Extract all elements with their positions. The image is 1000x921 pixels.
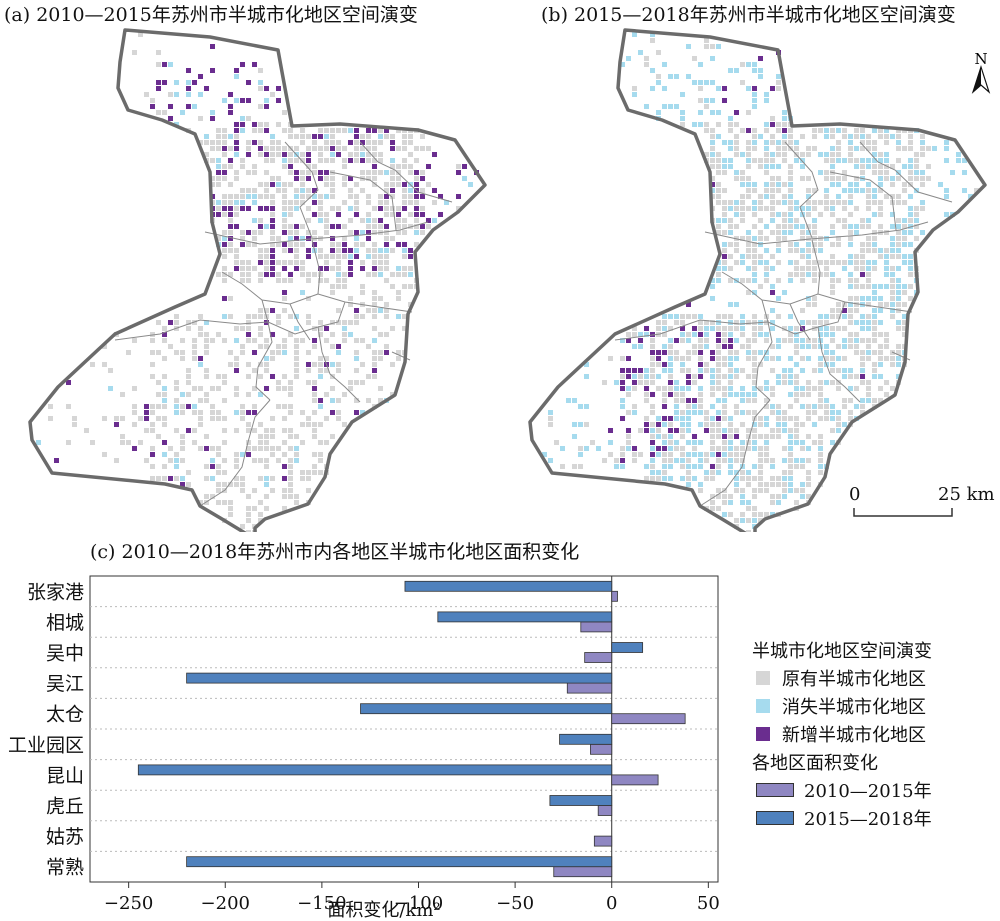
legend-period2-label: 2015—2018年 — [804, 809, 932, 830]
bar-2015-2018 — [549, 795, 613, 806]
chart-title: (c) 2010—2018年苏州市内各地区半城市化地区面积变化 — [90, 541, 580, 563]
legend-title-area: 各地区面积变化 — [752, 748, 992, 776]
category-label: 常熟 — [46, 857, 84, 879]
north-label: N — [974, 50, 987, 68]
map-b-boundaries — [528, 28, 987, 532]
category-label: 虎丘 — [46, 796, 84, 818]
legend-disappeared: 消失半城市化地区 — [752, 692, 992, 720]
legend-period2: 2015—2018年 — [752, 804, 992, 832]
bar-2015-2018 — [404, 580, 613, 592]
bar-2010-2015 — [593, 835, 613, 847]
legend-period1-label: 2010—2015年 — [804, 781, 932, 802]
category-label: 昆山 — [46, 765, 84, 787]
bar-2015-2018 — [360, 703, 613, 715]
legend-new: 新增半城市化地区 — [752, 720, 992, 748]
bar-2010-2015 — [611, 774, 659, 786]
bar-2010-2015 — [580, 621, 613, 633]
bar-2010-2015 — [597, 805, 613, 816]
x-tick-label: −150 — [297, 893, 346, 914]
category-label: 太仓 — [46, 704, 84, 726]
scale-end-label: 25 km — [938, 484, 995, 505]
scale-start-label: 0 — [849, 484, 861, 505]
scale-bar — [853, 508, 953, 517]
legend-disappeared-label: 消失半城市化地区 — [782, 697, 926, 718]
category-label: 工业园区 — [8, 734, 84, 756]
x-tick-label: −250 — [104, 893, 153, 914]
legend-original-swatch — [756, 671, 770, 685]
category-label: 张家港 — [27, 581, 84, 603]
bar-2015-2018 — [186, 672, 613, 684]
bar-2015-2018 — [437, 611, 613, 623]
x-axis-label: 面积变化/km² — [327, 900, 440, 921]
legend-title-change-text: 半城市化地区空间演变 — [752, 641, 932, 662]
legend-period1-swatch — [756, 783, 794, 797]
legend-new-label: 新增半城市化地区 — [782, 725, 926, 746]
map-a-title: (a) 2010—2015年苏州市半城市化地区空间演变 — [4, 4, 418, 26]
legend-disappeared-swatch — [756, 699, 770, 713]
legend-period2-swatch — [756, 811, 794, 825]
city-boundary — [28, 28, 487, 532]
map-2015-2018 — [528, 28, 987, 532]
north-arrow-icon: N — [971, 50, 991, 94]
x-tick-label: 0 — [606, 893, 617, 914]
map-b-cells — [542, 32, 979, 532]
bar-2010-2015 — [553, 866, 613, 878]
legend: 半城市化地区空间演变 原有半城市化地区 消失半城市化地区 新增半城市化地区 各地… — [752, 636, 992, 832]
plot-frame — [89, 575, 719, 883]
legend-original: 原有半城市化地区 — [752, 664, 992, 692]
x-tick-label: −100 — [394, 893, 443, 914]
x-tick-label: −50 — [496, 893, 534, 914]
map-2010-2015 — [28, 28, 487, 532]
legend-period1: 2010—2015年 — [752, 776, 992, 804]
map-b-title: (b) 2015—2018年苏州市半城市化地区空间演变 — [541, 4, 956, 26]
bar-2010-2015 — [584, 652, 613, 663]
bar-2015-2018 — [611, 642, 644, 653]
category-label: 吴江 — [46, 673, 84, 695]
bar-2010-2015 — [566, 682, 613, 694]
category-label: 姑苏 — [46, 826, 84, 848]
legend-original-label: 原有半城市化地区 — [782, 669, 926, 690]
map-a-boundaries — [28, 28, 487, 532]
bar-2015-2018 — [137, 764, 613, 776]
legend-title-change: 半城市化地区空间演变 — [752, 636, 992, 664]
bar-2010-2015 — [590, 743, 613, 755]
bar-2015-2018 — [559, 733, 613, 745]
bar-2015-2018 — [186, 856, 613, 868]
category-label: 吴中 — [46, 643, 84, 665]
bar-2010-2015 — [611, 713, 686, 725]
category-label: 相城 — [46, 612, 84, 634]
x-tick-label: 50 — [697, 893, 720, 914]
bar-2010-2015 — [611, 590, 618, 602]
legend-title-area-text: 各地区面积变化 — [752, 753, 878, 774]
map-a-cells — [36, 32, 479, 532]
city-boundary — [528, 28, 987, 532]
legend-new-swatch — [756, 727, 770, 741]
x-tick-label: −200 — [201, 893, 250, 914]
